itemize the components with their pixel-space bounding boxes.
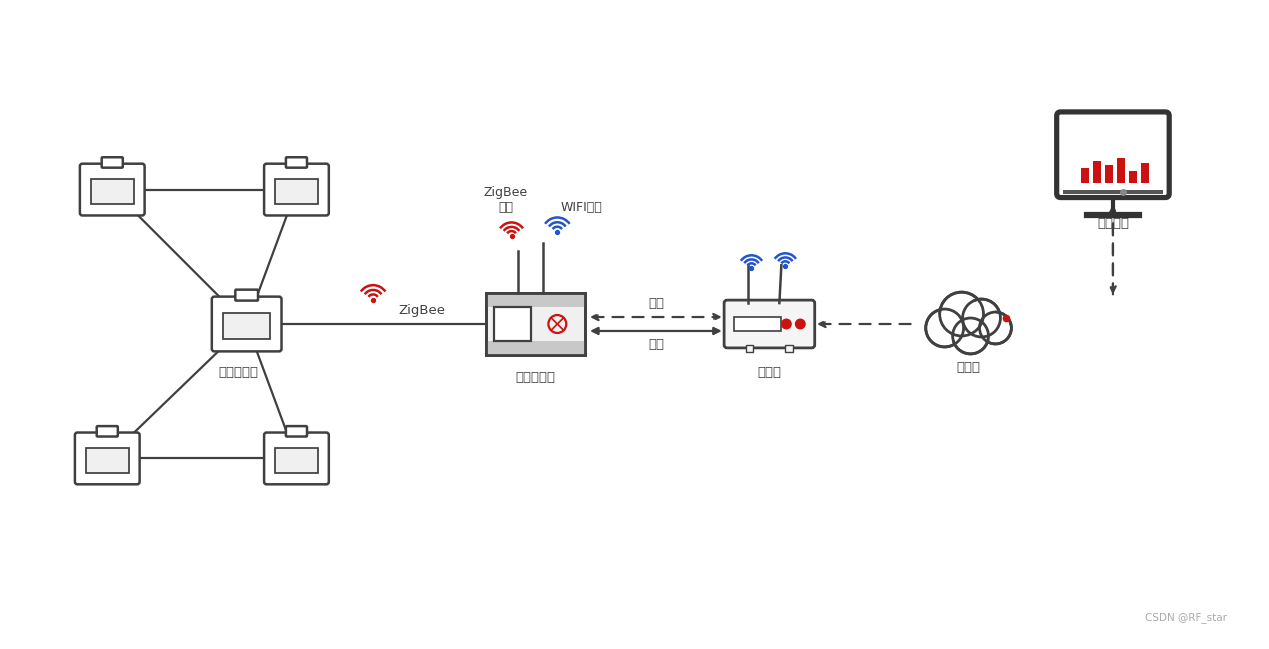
Text: 无线: 无线 — [648, 297, 664, 310]
Bar — [1067, 123, 1159, 187]
Bar — [486, 293, 585, 307]
Bar — [1117, 158, 1124, 182]
Circle shape — [963, 299, 1000, 337]
FancyBboxPatch shape — [725, 300, 815, 348]
FancyBboxPatch shape — [264, 432, 329, 484]
Circle shape — [944, 296, 980, 332]
Bar — [486, 293, 585, 355]
Bar — [1129, 171, 1137, 182]
Text: 微型逆变器: 微型逆变器 — [218, 366, 259, 379]
Text: 监控平台: 监控平台 — [1096, 217, 1129, 230]
Circle shape — [794, 319, 806, 330]
Text: 有线: 有线 — [648, 338, 664, 351]
Text: 路由器: 路由器 — [758, 366, 782, 379]
FancyBboxPatch shape — [96, 426, 118, 437]
Bar — [494, 307, 532, 341]
Circle shape — [939, 292, 983, 336]
FancyBboxPatch shape — [1057, 112, 1169, 197]
Text: CSDN @RF_star: CSDN @RF_star — [1146, 612, 1227, 623]
FancyBboxPatch shape — [286, 426, 307, 437]
FancyBboxPatch shape — [235, 289, 258, 300]
Bar — [786, 345, 793, 352]
Text: ZigBee
天线: ZigBee 天线 — [483, 186, 528, 214]
Text: 英特网: 英特网 — [957, 361, 981, 374]
Circle shape — [929, 312, 961, 343]
Bar — [91, 179, 133, 204]
FancyBboxPatch shape — [212, 297, 282, 351]
Circle shape — [956, 321, 985, 350]
Bar — [486, 341, 585, 355]
Bar — [223, 313, 270, 339]
FancyBboxPatch shape — [102, 157, 123, 167]
Circle shape — [926, 309, 963, 347]
Bar — [486, 293, 585, 355]
Text: ZigBee: ZigBee — [398, 304, 445, 317]
Bar — [1141, 163, 1148, 182]
Bar — [275, 448, 319, 472]
Bar — [275, 179, 319, 204]
Text: WIFI天线: WIFI天线 — [561, 201, 602, 214]
Bar — [86, 448, 128, 472]
Text: 能量通信器: 能量通信器 — [515, 371, 556, 384]
Bar — [745, 345, 754, 352]
Bar — [1105, 165, 1113, 182]
Circle shape — [966, 302, 997, 334]
FancyBboxPatch shape — [264, 164, 329, 215]
FancyBboxPatch shape — [75, 432, 140, 484]
Bar — [1081, 168, 1089, 182]
Bar — [1093, 161, 1101, 182]
Circle shape — [780, 319, 792, 330]
Bar — [733, 317, 780, 331]
Circle shape — [953, 318, 989, 354]
FancyBboxPatch shape — [80, 164, 145, 215]
FancyBboxPatch shape — [286, 157, 307, 167]
Circle shape — [982, 315, 1009, 341]
Bar — [1062, 190, 1164, 194]
Circle shape — [980, 312, 1011, 344]
